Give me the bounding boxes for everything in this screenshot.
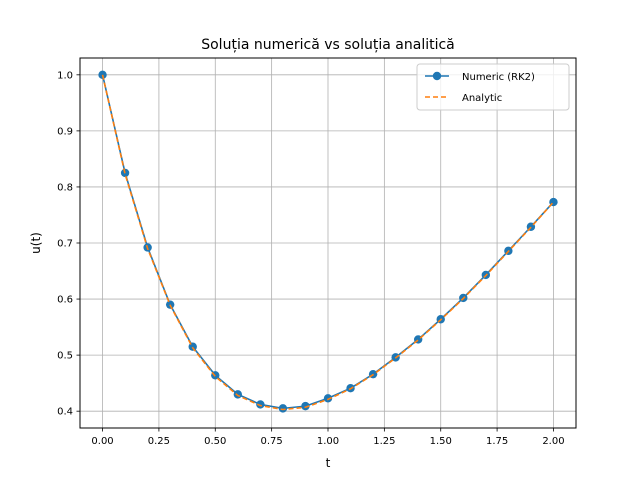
y-tick-label: 0.8 — [57, 182, 73, 193]
series-line-analytic — [101, 74, 555, 411]
x-tick-label: 1.00 — [317, 436, 339, 447]
x-tick-label: 0.50 — [204, 436, 226, 447]
series-group — [98, 70, 558, 413]
ticks: 0.00 0.25 0.50 0.75 1.00 1.25 1.50 1.75 2.00 0.4 0… — [57, 70, 564, 447]
x-tick-label: 0.25 — [148, 436, 170, 447]
legend-label-analytic: Analytic — [462, 93, 502, 104]
y-tick-label: 1.0 — [57, 70, 73, 81]
chart-title: Soluția numerică vs soluția analitică — [201, 37, 455, 53]
grid — [80, 58, 576, 428]
x-tick-label: 0.00 — [91, 436, 113, 447]
legend-box — [416, 63, 570, 111]
y-axis-label: u(t) — [29, 232, 43, 254]
x-axis-label: t — [326, 456, 331, 470]
x-tick-label: 0.75 — [261, 436, 283, 447]
data-point-numeric — [256, 400, 265, 409]
y-tick-label: 0.4 — [57, 407, 73, 418]
x-tick-label: 2.00 — [542, 436, 564, 447]
data-point-numeric — [323, 394, 333, 403]
legend-label-numeric: Numeric (RK2) — [462, 72, 535, 83]
legend-marker-numeric — [432, 71, 442, 81]
x-tick-label: 1.25 — [373, 436, 395, 447]
y-tick-label: 0.5 — [57, 351, 73, 362]
data-point-numeric — [98, 70, 107, 80]
data-point-numeric — [278, 404, 288, 413]
data-point-numeric — [233, 390, 243, 399]
y-tick-label: 0.9 — [57, 126, 73, 137]
legend: Numeric (RK2) Analytic — [416, 63, 570, 111]
x-tick-label: 1.50 — [430, 436, 452, 447]
data-point-numeric — [301, 401, 310, 411]
x-tick-label: 1.75 — [486, 436, 508, 447]
y-tick-label: 0.7 — [57, 239, 73, 250]
y-tick-label: 0.6 — [57, 295, 73, 306]
